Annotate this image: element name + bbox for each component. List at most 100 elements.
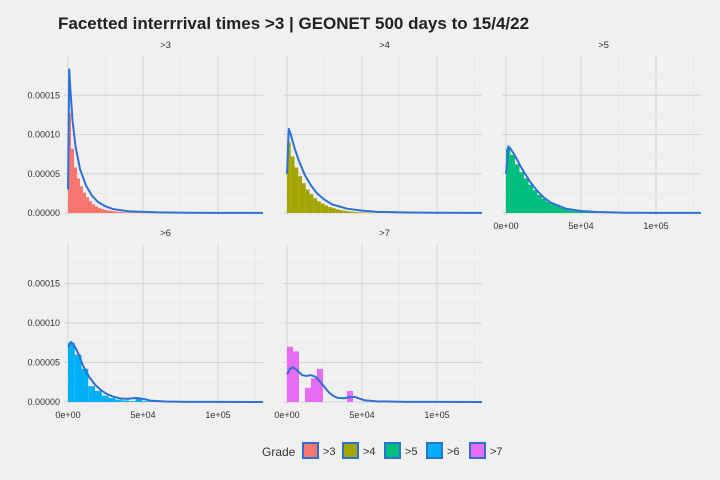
histogram-bar — [317, 201, 321, 213]
histogram-bars — [68, 113, 140, 213]
histogram-bar — [95, 390, 102, 402]
histogram-bar — [101, 395, 109, 402]
histogram-bar — [68, 342, 75, 402]
legend-swatch — [426, 442, 443, 459]
facet-strip-label: >7 — [379, 228, 390, 239]
histogram-bar — [71, 148, 74, 213]
histogram-bar — [309, 194, 314, 213]
facet-panel-2: >5 0e+00 5e+04 1e+05 — [493, 40, 702, 231]
x-tick-label: 1e+05 — [424, 410, 449, 420]
histogram-bar — [305, 387, 311, 402]
y-tick-label: 0.00010 — [27, 318, 60, 328]
histogram-bar — [125, 212, 128, 213]
histogram-bar — [81, 368, 89, 402]
histogram-bar — [354, 212, 359, 213]
y-tick-label: 0.00015 — [27, 279, 60, 289]
x-tick-label: 5e+04 — [130, 410, 155, 420]
histogram-bar — [290, 156, 295, 213]
density-line — [286, 366, 483, 403]
histogram-bar — [305, 189, 310, 213]
histogram-bar — [74, 167, 77, 213]
density-line — [67, 340, 264, 403]
y-tick-label: 0.00005 — [27, 358, 60, 368]
chart-title: Facetted interrrival times >3 | GEONET 5… — [58, 14, 529, 33]
histogram-bar — [104, 209, 107, 213]
histogram-bar — [343, 210, 347, 213]
facets-layer: >3 0.00000 0.00005 0.00010 0.00015 >4 >5 0e+00 5… — [27, 40, 702, 420]
y-tick-label: 0.00000 — [27, 208, 60, 218]
histogram-bar — [564, 209, 569, 213]
histogram-bars — [506, 148, 596, 213]
histogram-bar — [587, 212, 592, 213]
histogram-bar — [74, 354, 82, 402]
histogram-bar — [347, 211, 351, 213]
histogram-bar — [335, 209, 340, 213]
legend: Grade >3 >4 >5 >6 >7 — [262, 442, 503, 459]
histogram-bar — [542, 198, 547, 213]
histogram-bar — [92, 204, 95, 213]
histogram-bar — [519, 172, 524, 213]
histogram-bar — [302, 183, 306, 213]
histogram-bar — [311, 378, 317, 402]
legend-swatch — [384, 442, 401, 459]
density-line — [67, 68, 264, 214]
facet-panel-0: >3 0.00000 0.00005 0.00010 0.00015 — [27, 40, 264, 218]
x-tick-label: 0e+00 — [493, 221, 518, 231]
histogram-bar — [320, 203, 325, 213]
gridlines — [64, 244, 263, 404]
legend-swatch — [302, 442, 319, 459]
facet-strip-label: >4 — [379, 40, 390, 51]
x-tick-label: 0e+00 — [274, 410, 299, 420]
histogram-bar — [83, 192, 86, 213]
x-tick-label: 1e+05 — [205, 410, 230, 420]
histogram-bar — [101, 209, 104, 213]
histogram-bar — [328, 207, 332, 213]
y-tick-label: 0.00010 — [27, 130, 60, 140]
histogram-bar — [115, 399, 122, 402]
x-tick-label: 5e+04 — [568, 221, 593, 231]
x-tick-label: 5e+04 — [349, 410, 374, 420]
legend-label: >3 — [323, 446, 336, 458]
histogram-bar — [68, 113, 71, 213]
histogram-bar — [122, 400, 129, 402]
histogram-bar — [107, 210, 110, 213]
histogram-bar — [116, 211, 119, 213]
legend-label: >7 — [490, 446, 503, 458]
legend-label: >5 — [405, 446, 418, 458]
histogram-bar — [298, 176, 302, 213]
histogram-bar — [98, 207, 101, 213]
histogram-bars — [287, 142, 373, 213]
histogram-bar — [582, 212, 587, 213]
histogram-bar — [339, 210, 344, 213]
histogram-bar — [95, 206, 98, 213]
histogram-bar — [528, 184, 533, 213]
histogram-bar — [324, 205, 329, 213]
histogram-bar — [135, 398, 143, 402]
facet-strip-label: >5 — [598, 40, 609, 51]
histogram-bar — [108, 398, 116, 402]
x-tick-label: 0e+00 — [55, 410, 80, 420]
x-tick-label: 1e+05 — [643, 221, 668, 231]
y-tick-label: 0.00000 — [27, 397, 60, 407]
histogram-bar — [77, 178, 80, 213]
histogram-bar — [119, 211, 122, 213]
legend-swatch — [469, 442, 486, 459]
legend-label: >4 — [363, 446, 376, 458]
histogram-bars — [287, 346, 353, 402]
histogram-bar — [362, 212, 366, 213]
histogram-bar — [88, 386, 95, 402]
histogram-bar — [350, 211, 355, 213]
histogram-bar — [122, 212, 125, 213]
histogram-bar — [317, 368, 323, 402]
histogram-bar — [142, 401, 149, 402]
histogram-bar — [546, 202, 551, 213]
facet-panel-3: >6 0.00000 0.00005 0.00010 0.00015 0e+00 5e+04… — [27, 228, 264, 420]
facet-strip-label: >6 — [160, 228, 171, 239]
histogram-bar — [573, 210, 578, 213]
histogram-bar — [578, 211, 583, 213]
histogram-bar — [86, 197, 89, 213]
histogram-bar — [555, 206, 560, 213]
histogram-bar — [551, 204, 556, 213]
histogram-bar — [510, 154, 515, 213]
